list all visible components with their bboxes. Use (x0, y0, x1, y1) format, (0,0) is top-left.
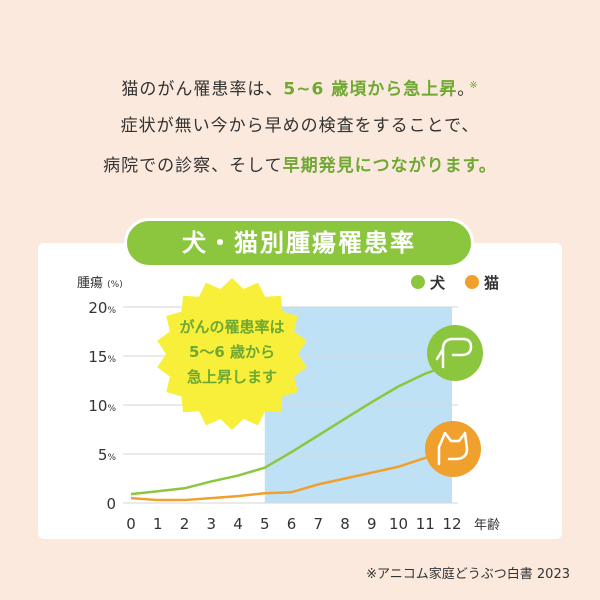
legend-marker (411, 275, 425, 289)
x-tick-label: 5 (260, 515, 270, 533)
callout-text-line: 5〜6 歳から (189, 343, 275, 361)
x-tick-label: 3 (206, 515, 216, 533)
x-tick-label: 4 (233, 515, 243, 533)
y-tick-label: 15% (88, 348, 116, 366)
x-tick-label: 12 (442, 515, 461, 533)
y-axis-label: 腫瘍 (%) (77, 275, 123, 291)
x-tick-label: 2 (180, 515, 190, 533)
intro-line-2: 症状が無い今から早めの検査をすることで、 (120, 116, 480, 136)
x-tick-label: 7 (313, 515, 323, 533)
x-tick-label: 6 (287, 515, 297, 533)
callout-burst (157, 278, 307, 430)
intro-text: 猫のがん罹患率は、5~6 歳頃から急上昇。※ 症状が無い今から早めの検査をするこ… (0, 66, 600, 186)
intro-line-1-highlight: 5~6 歳頃から急上昇 (283, 79, 458, 100)
x-tick-label: 0 (126, 515, 136, 533)
y-tick-label: 10% (88, 397, 116, 415)
source-note: ※アニコム家庭どうぶつ白書 2023 (366, 567, 570, 582)
cat-icon-badge (425, 421, 481, 477)
y-tick-label: 20% (88, 299, 116, 317)
x-axis-label: 年齢 (474, 518, 500, 533)
legend-label: 猫 (484, 274, 499, 292)
x-tick-label: 11 (416, 515, 435, 533)
y-tick-label: 5% (98, 446, 117, 464)
intro-line-3: 病院での診察、そして早期発見につながります。 (0, 146, 600, 186)
series-line-cat (130, 447, 453, 502)
intro-line-3-text: 病院での診察、そして (103, 156, 283, 176)
x-tick-label: 1 (153, 515, 163, 533)
x-tick-label: 10 (389, 515, 408, 533)
chart-title: 犬・猫別腫瘍罹患率 (124, 218, 474, 268)
dog-icon-badge (427, 325, 483, 381)
cat-icon (437, 431, 469, 466)
intro-line-1-text: 猫のがん罹患率は、 (121, 79, 284, 100)
intro-line-3-highlight: 早期発見につながります。 (282, 156, 497, 176)
callout-text-line: がんの罹患率は (179, 318, 284, 336)
legend-label: 犬 (430, 274, 446, 292)
series-line-dog (130, 362, 453, 496)
x-tick-label: 8 (340, 515, 350, 533)
dog-icon (435, 337, 473, 369)
callout-text-line: 急上昇します (187, 368, 277, 386)
y-tick-label: 0 (106, 495, 116, 513)
intro-footnote-mark: ※ (469, 80, 479, 91)
intro-line-1-end: 。 (457, 79, 476, 100)
x-tick-label: 9 (367, 515, 377, 533)
legend-marker (465, 275, 479, 289)
intro-line-1: 猫のがん罹患率は、5~6 歳頃から急上昇。※ (0, 66, 600, 106)
